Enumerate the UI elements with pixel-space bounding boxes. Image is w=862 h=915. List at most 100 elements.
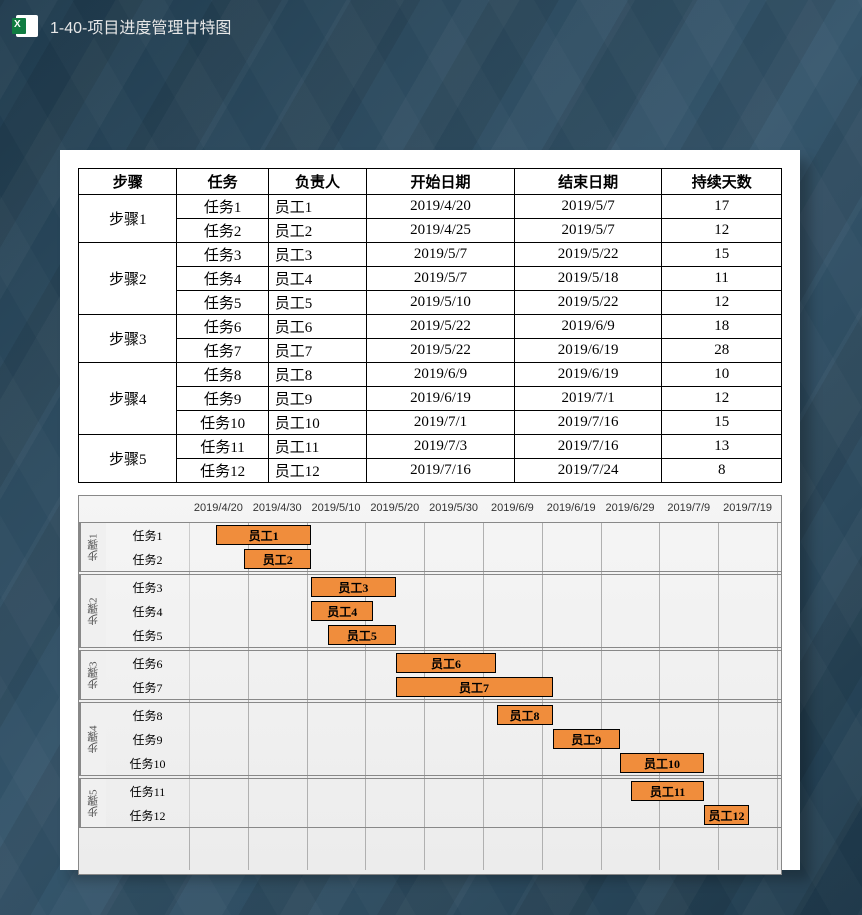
gantt-bar: 员工8 [497, 705, 553, 725]
gantt-row: 任务12员工12 [106, 803, 781, 827]
table-row: 步骤2任务3员工32019/5/72019/5/2215 [79, 243, 782, 267]
step-cell: 步骤3 [79, 315, 177, 363]
task-cell: 任务1 [177, 195, 268, 219]
step-cell: 步骤5 [79, 435, 177, 483]
gantt-row-label: 任务7 [106, 675, 190, 699]
table-row: 任务2员工22019/4/252019/5/712 [79, 219, 782, 243]
gantt-row: 任务4 员工4 [106, 599, 781, 623]
step-cell: 步骤1 [79, 195, 177, 243]
start-date-cell: 2019/5/10 [367, 291, 515, 315]
gantt-row: 任务8 员工8 [106, 703, 781, 727]
table-header-cell: 结束日期 [514, 169, 662, 195]
start-date-cell: 2019/5/22 [367, 339, 515, 363]
owner-cell: 员工7 [268, 339, 366, 363]
task-cell: 任务3 [177, 243, 268, 267]
days-cell: 12 [662, 291, 782, 315]
start-date-cell: 2019/6/19 [367, 387, 515, 411]
gantt-bar-area: 员工7 [216, 677, 777, 697]
days-cell: 12 [662, 387, 782, 411]
owner-cell: 员工11 [268, 435, 366, 459]
gantt-rows: 步骤1任务1员工1任务2员工2步骤2任务3员工3任务4员工4任务5员工5步骤3任… [79, 522, 781, 870]
table-header-row: 步骤任务负责人开始日期结束日期持续天数 [79, 169, 782, 195]
task-cell: 任务11 [177, 435, 268, 459]
table-header-cell: 持续天数 [662, 169, 782, 195]
gantt-group-tasks: 任务3员工3任务4 员工4任务5员工5 [106, 575, 781, 647]
task-table: 步骤任务负责人开始日期结束日期持续天数 步骤1任务1员工12019/4/2020… [78, 168, 782, 483]
gantt-row: 任务11 员工11 [106, 779, 781, 803]
gantt-date-label: 2019/4/30 [248, 502, 307, 520]
gantt-row: 任务7 员工7 [106, 675, 781, 699]
table-header-cell: 负责人 [268, 169, 366, 195]
gantt-bar: 员工11 [631, 781, 704, 801]
gantt-date-label: 2019/5/10 [307, 502, 366, 520]
start-date-cell: 2019/4/25 [367, 219, 515, 243]
excel-icon [16, 15, 38, 37]
gantt-bar-area: 员工6 [216, 653, 777, 673]
gantt-group-label: 步骤2 [80, 575, 106, 647]
owner-cell: 员工8 [268, 363, 366, 387]
gantt-date-label: 2019/4/20 [189, 502, 248, 520]
task-cell: 任务2 [177, 219, 268, 243]
table-header-cell: 步骤 [79, 169, 177, 195]
gantt-group: 步骤3任务6员工6任务7员工7 [79, 650, 781, 700]
table-header-cell: 开始日期 [367, 169, 515, 195]
gantt-bar: 员工5 [328, 625, 395, 645]
task-cell: 任务8 [177, 363, 268, 387]
days-cell: 18 [662, 315, 782, 339]
end-date-cell: 2019/5/22 [514, 243, 662, 267]
gantt-group-tasks: 任务8员工8任务9员工9任务10员工10 [106, 703, 781, 775]
gantt-group: 步骤5任务11 员工11任务12员工12 [79, 778, 781, 828]
end-date-cell: 2019/6/19 [514, 339, 662, 363]
table-row: 任务4员工42019/5/72019/5/1811 [79, 267, 782, 291]
gantt-bar: 员工10 [620, 753, 704, 773]
gantt-row: 任务2 员工2 [106, 547, 781, 571]
start-date-cell: 2019/4/20 [367, 195, 515, 219]
table-row: 任务10员工102019/7/12019/7/1615 [79, 411, 782, 435]
gantt-row: 任务5员工5 [106, 623, 781, 647]
end-date-cell: 2019/7/16 [514, 411, 662, 435]
gantt-bar: 员工4 [311, 601, 373, 621]
gantt-group: 步骤4任务8员工8任务9员工9任务10员工10 [79, 702, 781, 776]
gantt-row: 任务3员工3 [106, 575, 781, 599]
step-cell: 步骤2 [79, 243, 177, 315]
end-date-cell: 2019/7/1 [514, 387, 662, 411]
gantt-row-label: 任务9 [106, 727, 190, 751]
gantt-group: 步骤2任务3员工3任务4 员工4任务5员工5 [79, 574, 781, 648]
end-date-cell: 2019/7/16 [514, 435, 662, 459]
gantt-group: 步骤1任务1员工1任务2 员工2 [79, 522, 781, 572]
table-row: 任务9员工92019/6/192019/7/112 [79, 387, 782, 411]
start-date-cell: 2019/7/3 [367, 435, 515, 459]
gantt-bar: 员工9 [553, 729, 620, 749]
task-cell: 任务12 [177, 459, 268, 483]
gantt-row-label: 任务4 [106, 599, 190, 623]
task-cell: 任务7 [177, 339, 268, 363]
gantt-group-tasks: 任务6 员工6 任务7 员工7 [106, 651, 781, 699]
owner-cell: 员工9 [268, 387, 366, 411]
gantt-bar-area: 员工4 [216, 601, 777, 621]
gantt-row-label: 任务11 [106, 779, 190, 803]
gantt-row-label: 任务8 [106, 703, 190, 727]
gantt-bar: 员工12 [704, 805, 749, 825]
days-cell: 17 [662, 195, 782, 219]
days-cell: 8 [662, 459, 782, 483]
gantt-body: 步骤1任务1员工1任务2员工2步骤2任务3员工3任务4员工4任务5员工5步骤3任… [79, 522, 781, 870]
gantt-row-label: 任务6 [106, 651, 190, 675]
end-date-cell: 2019/6/19 [514, 363, 662, 387]
gantt-row: 任务1员工1 [106, 523, 781, 547]
gantt-bar-area: 员工1 [216, 525, 777, 545]
gantt-bar: 员工2 [244, 549, 311, 569]
gantt-date-label: 2019/5/20 [365, 502, 424, 520]
days-cell: 10 [662, 363, 782, 387]
gantt-date-label: 2019/5/30 [424, 502, 483, 520]
gantt-row-label: 任务3 [106, 575, 190, 599]
task-cell: 任务10 [177, 411, 268, 435]
gantt-row-label: 任务2 [106, 547, 190, 571]
gantt-group-label: 步骤1 [80, 523, 106, 571]
gantt-bar: 员工7 [396, 677, 553, 697]
gantt-group-label: 步骤5 [80, 779, 106, 827]
gantt-date-label: 2019/7/19 [718, 502, 777, 520]
days-cell: 28 [662, 339, 782, 363]
days-cell: 11 [662, 267, 782, 291]
owner-cell: 员工6 [268, 315, 366, 339]
end-date-cell: 2019/6/9 [514, 315, 662, 339]
